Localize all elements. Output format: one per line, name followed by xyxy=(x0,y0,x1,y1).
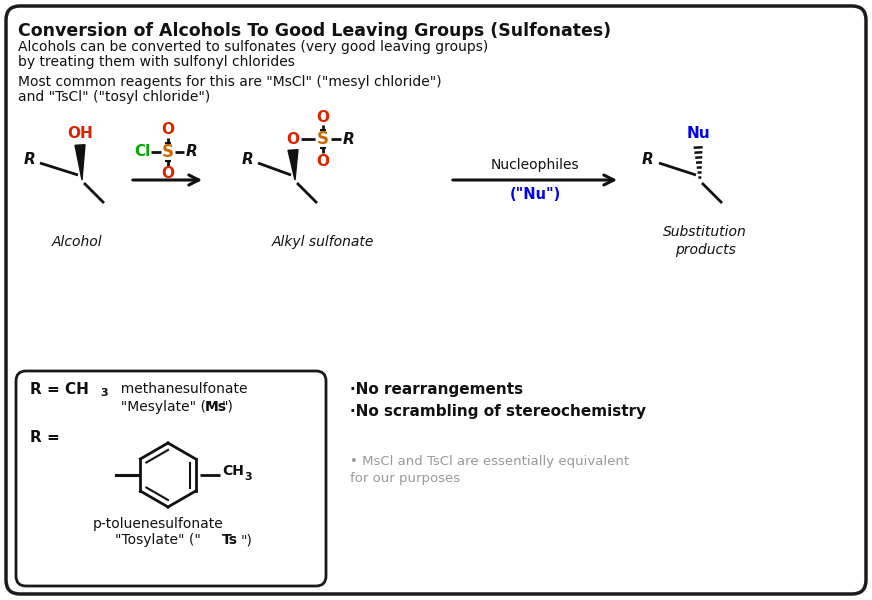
Text: Cl: Cl xyxy=(134,145,150,160)
Polygon shape xyxy=(75,145,85,180)
Text: O: O xyxy=(161,166,174,181)
Text: Alcohol: Alcohol xyxy=(51,235,102,249)
Text: Nu: Nu xyxy=(686,125,710,140)
Polygon shape xyxy=(288,149,298,180)
Text: Alcohols can be converted to sulfonates (very good leaving groups): Alcohols can be converted to sulfonates … xyxy=(18,40,488,54)
FancyBboxPatch shape xyxy=(16,371,326,586)
Text: "Mesylate" (": "Mesylate" (" xyxy=(112,400,213,414)
FancyBboxPatch shape xyxy=(6,6,866,594)
Text: S: S xyxy=(162,143,174,161)
Text: Nucleophiles: Nucleophiles xyxy=(491,158,579,172)
Text: and "TsCl" ("tosyl chloride"): and "TsCl" ("tosyl chloride") xyxy=(18,90,210,104)
Text: ·No scrambling of stereochemistry: ·No scrambling of stereochemistry xyxy=(350,404,646,419)
Text: Conversion of Alcohols To Good Leaving Groups (Sulfonates): Conversion of Alcohols To Good Leaving G… xyxy=(18,22,611,40)
Text: by treating them with sulfonyl chlorides: by treating them with sulfonyl chlorides xyxy=(18,55,295,69)
Text: S: S xyxy=(317,130,329,148)
Text: R: R xyxy=(186,145,198,160)
Text: • MsCl and TsCl are essentially equivalent: • MsCl and TsCl are essentially equivale… xyxy=(350,455,629,468)
Text: 3: 3 xyxy=(100,388,107,398)
Text: Substitution
products: Substitution products xyxy=(663,225,747,257)
Text: CH: CH xyxy=(222,464,244,478)
Text: OH: OH xyxy=(67,125,93,140)
Text: O: O xyxy=(317,109,330,124)
Text: Ts: Ts xyxy=(222,533,238,547)
Text: R: R xyxy=(343,131,355,146)
Text: R: R xyxy=(24,152,36,167)
Text: O: O xyxy=(317,154,330,169)
Text: ·No rearrangements: ·No rearrangements xyxy=(350,382,523,397)
Text: ("Nu"): ("Nu") xyxy=(509,187,561,202)
Text: 3: 3 xyxy=(244,472,252,482)
Text: O: O xyxy=(161,122,174,137)
Text: R = CH: R = CH xyxy=(30,382,89,397)
Text: for our purposes: for our purposes xyxy=(350,472,460,485)
Text: p-toluenesulfonate: p-toluenesulfonate xyxy=(92,517,223,531)
Text: "): ") xyxy=(222,400,234,414)
Text: Ms: Ms xyxy=(205,400,227,414)
Text: O: O xyxy=(287,131,299,146)
Text: R =: R = xyxy=(30,430,60,445)
Text: Most common reagents for this are "MsCl" ("mesyl chloride"): Most common reagents for this are "MsCl"… xyxy=(18,75,441,89)
Text: Alkyl sulfonate: Alkyl sulfonate xyxy=(272,235,374,249)
Text: "Tosylate" (": "Tosylate" (" xyxy=(115,533,201,547)
Text: methanesulfonate: methanesulfonate xyxy=(112,382,248,396)
Text: "): ") xyxy=(241,533,253,547)
Text: R: R xyxy=(242,152,254,167)
Text: R: R xyxy=(642,152,654,167)
